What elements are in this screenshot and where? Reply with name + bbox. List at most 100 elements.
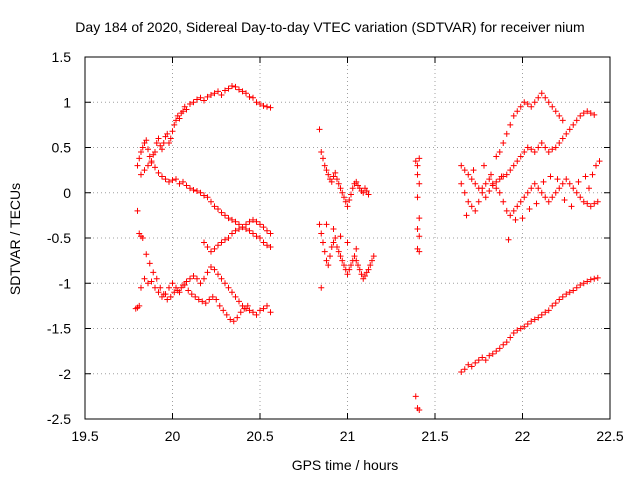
data-point <box>223 311 230 318</box>
data-point <box>222 212 228 219</box>
data-point <box>344 239 351 246</box>
data-point <box>180 178 186 185</box>
data-point <box>353 245 360 252</box>
data-point <box>225 284 232 291</box>
data-point <box>171 289 178 296</box>
data-point <box>470 167 477 174</box>
data-point <box>316 221 323 228</box>
data-point <box>344 271 351 278</box>
data-point <box>416 155 423 162</box>
data-point <box>246 218 253 225</box>
data-point <box>260 102 267 109</box>
data-point <box>566 180 573 187</box>
data-point <box>209 293 216 300</box>
data-point <box>580 198 587 205</box>
data-point <box>328 244 335 251</box>
data-point <box>349 185 356 192</box>
data-point <box>330 173 337 180</box>
data-point <box>589 171 596 178</box>
data-point <box>250 216 256 223</box>
data-point <box>171 121 178 128</box>
data-point <box>363 187 370 194</box>
data-point <box>159 146 165 153</box>
data-point <box>188 291 195 298</box>
data-point <box>318 284 325 291</box>
data-point <box>325 171 332 178</box>
data-point <box>201 97 207 104</box>
data-point <box>556 296 563 303</box>
x-axis-label: GPS time / hours <box>292 457 399 473</box>
data-point <box>323 257 330 264</box>
data-point <box>540 178 547 185</box>
data-point <box>521 194 528 201</box>
data-point <box>461 189 468 196</box>
data-point <box>360 189 367 196</box>
data-point <box>260 224 267 231</box>
data-point <box>157 142 164 149</box>
data-point <box>164 296 171 303</box>
y-axis-label: SDTVAR / TECUs <box>7 183 23 295</box>
data-point <box>134 207 141 214</box>
data-point <box>416 233 423 240</box>
data-point <box>461 366 468 373</box>
data-point <box>334 176 340 183</box>
data-point <box>264 302 270 309</box>
data-point <box>563 291 570 298</box>
data-point <box>211 90 218 97</box>
data-point <box>503 130 510 137</box>
data-point <box>559 180 566 187</box>
data-point <box>187 101 193 108</box>
data-point <box>507 167 514 174</box>
data-point <box>264 227 270 234</box>
data-point <box>570 287 577 294</box>
data-point <box>344 203 351 210</box>
data-point <box>166 139 172 146</box>
data-point <box>138 284 144 291</box>
data-point <box>222 280 228 287</box>
data-point <box>225 215 232 222</box>
data-point <box>250 230 256 237</box>
data-point <box>141 275 148 282</box>
data-series <box>316 126 372 210</box>
data-point <box>496 189 503 196</box>
data-point <box>141 167 148 174</box>
data-point <box>463 212 470 219</box>
data-point <box>253 233 260 240</box>
data-point <box>503 339 510 346</box>
data-point <box>584 278 591 285</box>
data-point <box>229 216 235 223</box>
data-point <box>183 278 190 285</box>
data-point <box>318 149 325 156</box>
data-point <box>486 352 493 359</box>
data-point <box>160 291 167 298</box>
data-point <box>206 296 213 303</box>
data-point <box>365 266 372 273</box>
data-point <box>489 180 496 187</box>
data-point <box>169 177 176 184</box>
data-point <box>412 158 419 165</box>
data-point <box>498 173 505 180</box>
data-point <box>318 230 325 237</box>
data-point <box>229 230 235 237</box>
data-point <box>222 87 228 94</box>
data-point <box>496 149 503 156</box>
y-tick-label: 0.5 <box>52 140 72 156</box>
data-point <box>414 171 421 178</box>
data-point <box>192 293 199 300</box>
data-point <box>167 293 174 300</box>
data-point <box>486 176 493 183</box>
data-point <box>241 305 248 312</box>
data-series <box>132 263 274 318</box>
data-point <box>316 126 323 133</box>
data-point <box>468 176 475 183</box>
data-point <box>507 212 514 219</box>
data-point <box>584 108 591 115</box>
data-point <box>218 209 225 216</box>
x-tick-label: 20 <box>165 428 181 444</box>
data-point <box>257 235 263 241</box>
data-point <box>493 348 500 355</box>
data-point <box>547 173 554 180</box>
data-point <box>164 130 171 137</box>
data-series <box>412 155 423 413</box>
data-point <box>570 185 577 192</box>
